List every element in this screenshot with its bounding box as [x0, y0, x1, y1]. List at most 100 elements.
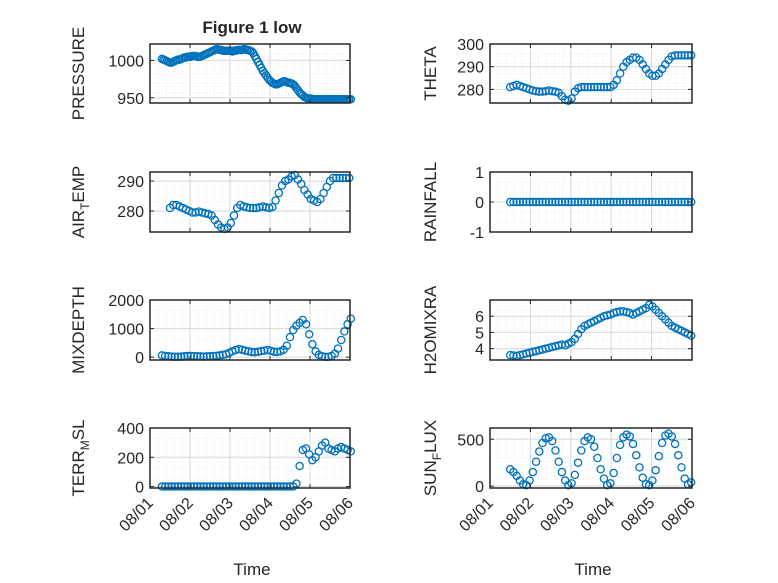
- y-tick-label: 1: [475, 165, 484, 182]
- data-point: [674, 51, 683, 60]
- data-point: [295, 461, 304, 471]
- x-tick-label: 08/04: [236, 495, 276, 535]
- data-point: [615, 440, 625, 450]
- y-tick-label: 400: [117, 421, 144, 438]
- data-point: [589, 442, 599, 451]
- data-point: [528, 197, 538, 207]
- data-point: [648, 476, 657, 485]
- data-point: [615, 69, 625, 78]
- data-point: [628, 197, 638, 207]
- data-point: [170, 482, 180, 491]
- data-point: [279, 482, 288, 491]
- data-point: [551, 197, 560, 207]
- y-axis-label: MIXDEPTH: [69, 286, 88, 374]
- data-point: [599, 82, 609, 92]
- data-point: [531, 457, 541, 466]
- subplot-pressure: 950 1000 PRESSURE: [69, 27, 356, 121]
- data-point: [573, 197, 583, 207]
- data-point: [547, 436, 557, 446]
- data-point: [606, 197, 615, 207]
- data-point: [596, 82, 605, 92]
- x-tick-label: 08/04: [578, 495, 618, 535]
- data-point: [635, 197, 644, 207]
- data-point: [274, 188, 284, 198]
- data-point: [509, 351, 518, 360]
- data-point: [212, 482, 221, 491]
- data-point: [244, 482, 253, 491]
- data-point: [589, 197, 599, 207]
- data-point: [677, 51, 686, 60]
- x-tick-label: 08/01: [456, 495, 496, 535]
- x-axis-label-right: Time: [574, 560, 611, 579]
- data-point: [208, 482, 218, 491]
- data-point: [570, 470, 580, 480]
- data-point: [276, 482, 285, 491]
- y-axis-label: PRESSURE: [69, 27, 88, 121]
- data-point: [557, 197, 567, 207]
- data-point: [686, 51, 696, 60]
- data-point: [525, 197, 534, 207]
- x-tick-label: 08/05: [276, 495, 316, 535]
- data-point: [261, 203, 271, 212]
- data-point: [596, 464, 605, 474]
- data-point: [531, 86, 541, 96]
- data-point: [586, 197, 596, 207]
- data-point: [205, 482, 215, 491]
- y-axis-label: TERRMSL: [69, 419, 92, 496]
- y-tick-label: 0: [475, 195, 484, 212]
- y-tick-label: 0: [135, 350, 144, 367]
- data-point: [240, 482, 250, 491]
- data-point: [332, 173, 341, 183]
- data-point: [304, 330, 314, 339]
- data-point: [164, 482, 173, 491]
- y-axis-label: AIRTEMP: [69, 166, 92, 239]
- data-point: [256, 346, 266, 356]
- data-point: [266, 482, 276, 491]
- data-point: [577, 197, 586, 207]
- data-point: [157, 482, 167, 491]
- data-point: [651, 465, 660, 475]
- data-point: [544, 197, 554, 207]
- data-point: [638, 197, 647, 207]
- data-point: [615, 197, 625, 207]
- data-point: [505, 350, 515, 360]
- data-point: [247, 482, 256, 491]
- data-point: [551, 446, 560, 455]
- data-point: [308, 340, 317, 349]
- data-point: [224, 482, 234, 491]
- y-tick-label: 280: [117, 204, 144, 221]
- data-point: [522, 197, 531, 207]
- data-point: [583, 197, 593, 207]
- data-point: [680, 51, 689, 60]
- data-point: [625, 197, 635, 207]
- data-point: [248, 203, 258, 213]
- data-point: [586, 434, 596, 444]
- x-tick-label: 08/03: [196, 495, 236, 535]
- subplot-h2omixra: 456 H2OMIXRA: [421, 285, 696, 374]
- x-tick-label: 08/06: [658, 495, 698, 535]
- data-point: [228, 482, 237, 491]
- x-tick-label: 08/02: [156, 495, 196, 535]
- axes-box: [489, 427, 693, 489]
- data-point: [664, 197, 673, 207]
- x-axis-label-left: Time: [233, 560, 270, 579]
- data-point: [560, 197, 570, 207]
- y-tick-label: 2000: [108, 293, 144, 310]
- data-point: [609, 197, 618, 207]
- axes-box: [149, 299, 351, 361]
- y-tick-label: 6: [475, 309, 484, 326]
- data-point: [196, 482, 205, 491]
- y-axis-label: H2OMIXRA: [421, 285, 440, 374]
- data-point: [667, 432, 677, 441]
- data-point: [577, 446, 586, 455]
- data-point: [557, 340, 567, 349]
- data-point: [638, 473, 647, 482]
- data-point: [535, 197, 544, 207]
- data-point: [509, 197, 518, 207]
- data-point: [338, 173, 348, 183]
- data-point: [622, 197, 631, 207]
- subplot-theta: 280 290 300 THETA: [421, 37, 696, 105]
- data-point: [609, 468, 618, 478]
- data-point: [253, 347, 263, 356]
- data-point: [628, 439, 638, 449]
